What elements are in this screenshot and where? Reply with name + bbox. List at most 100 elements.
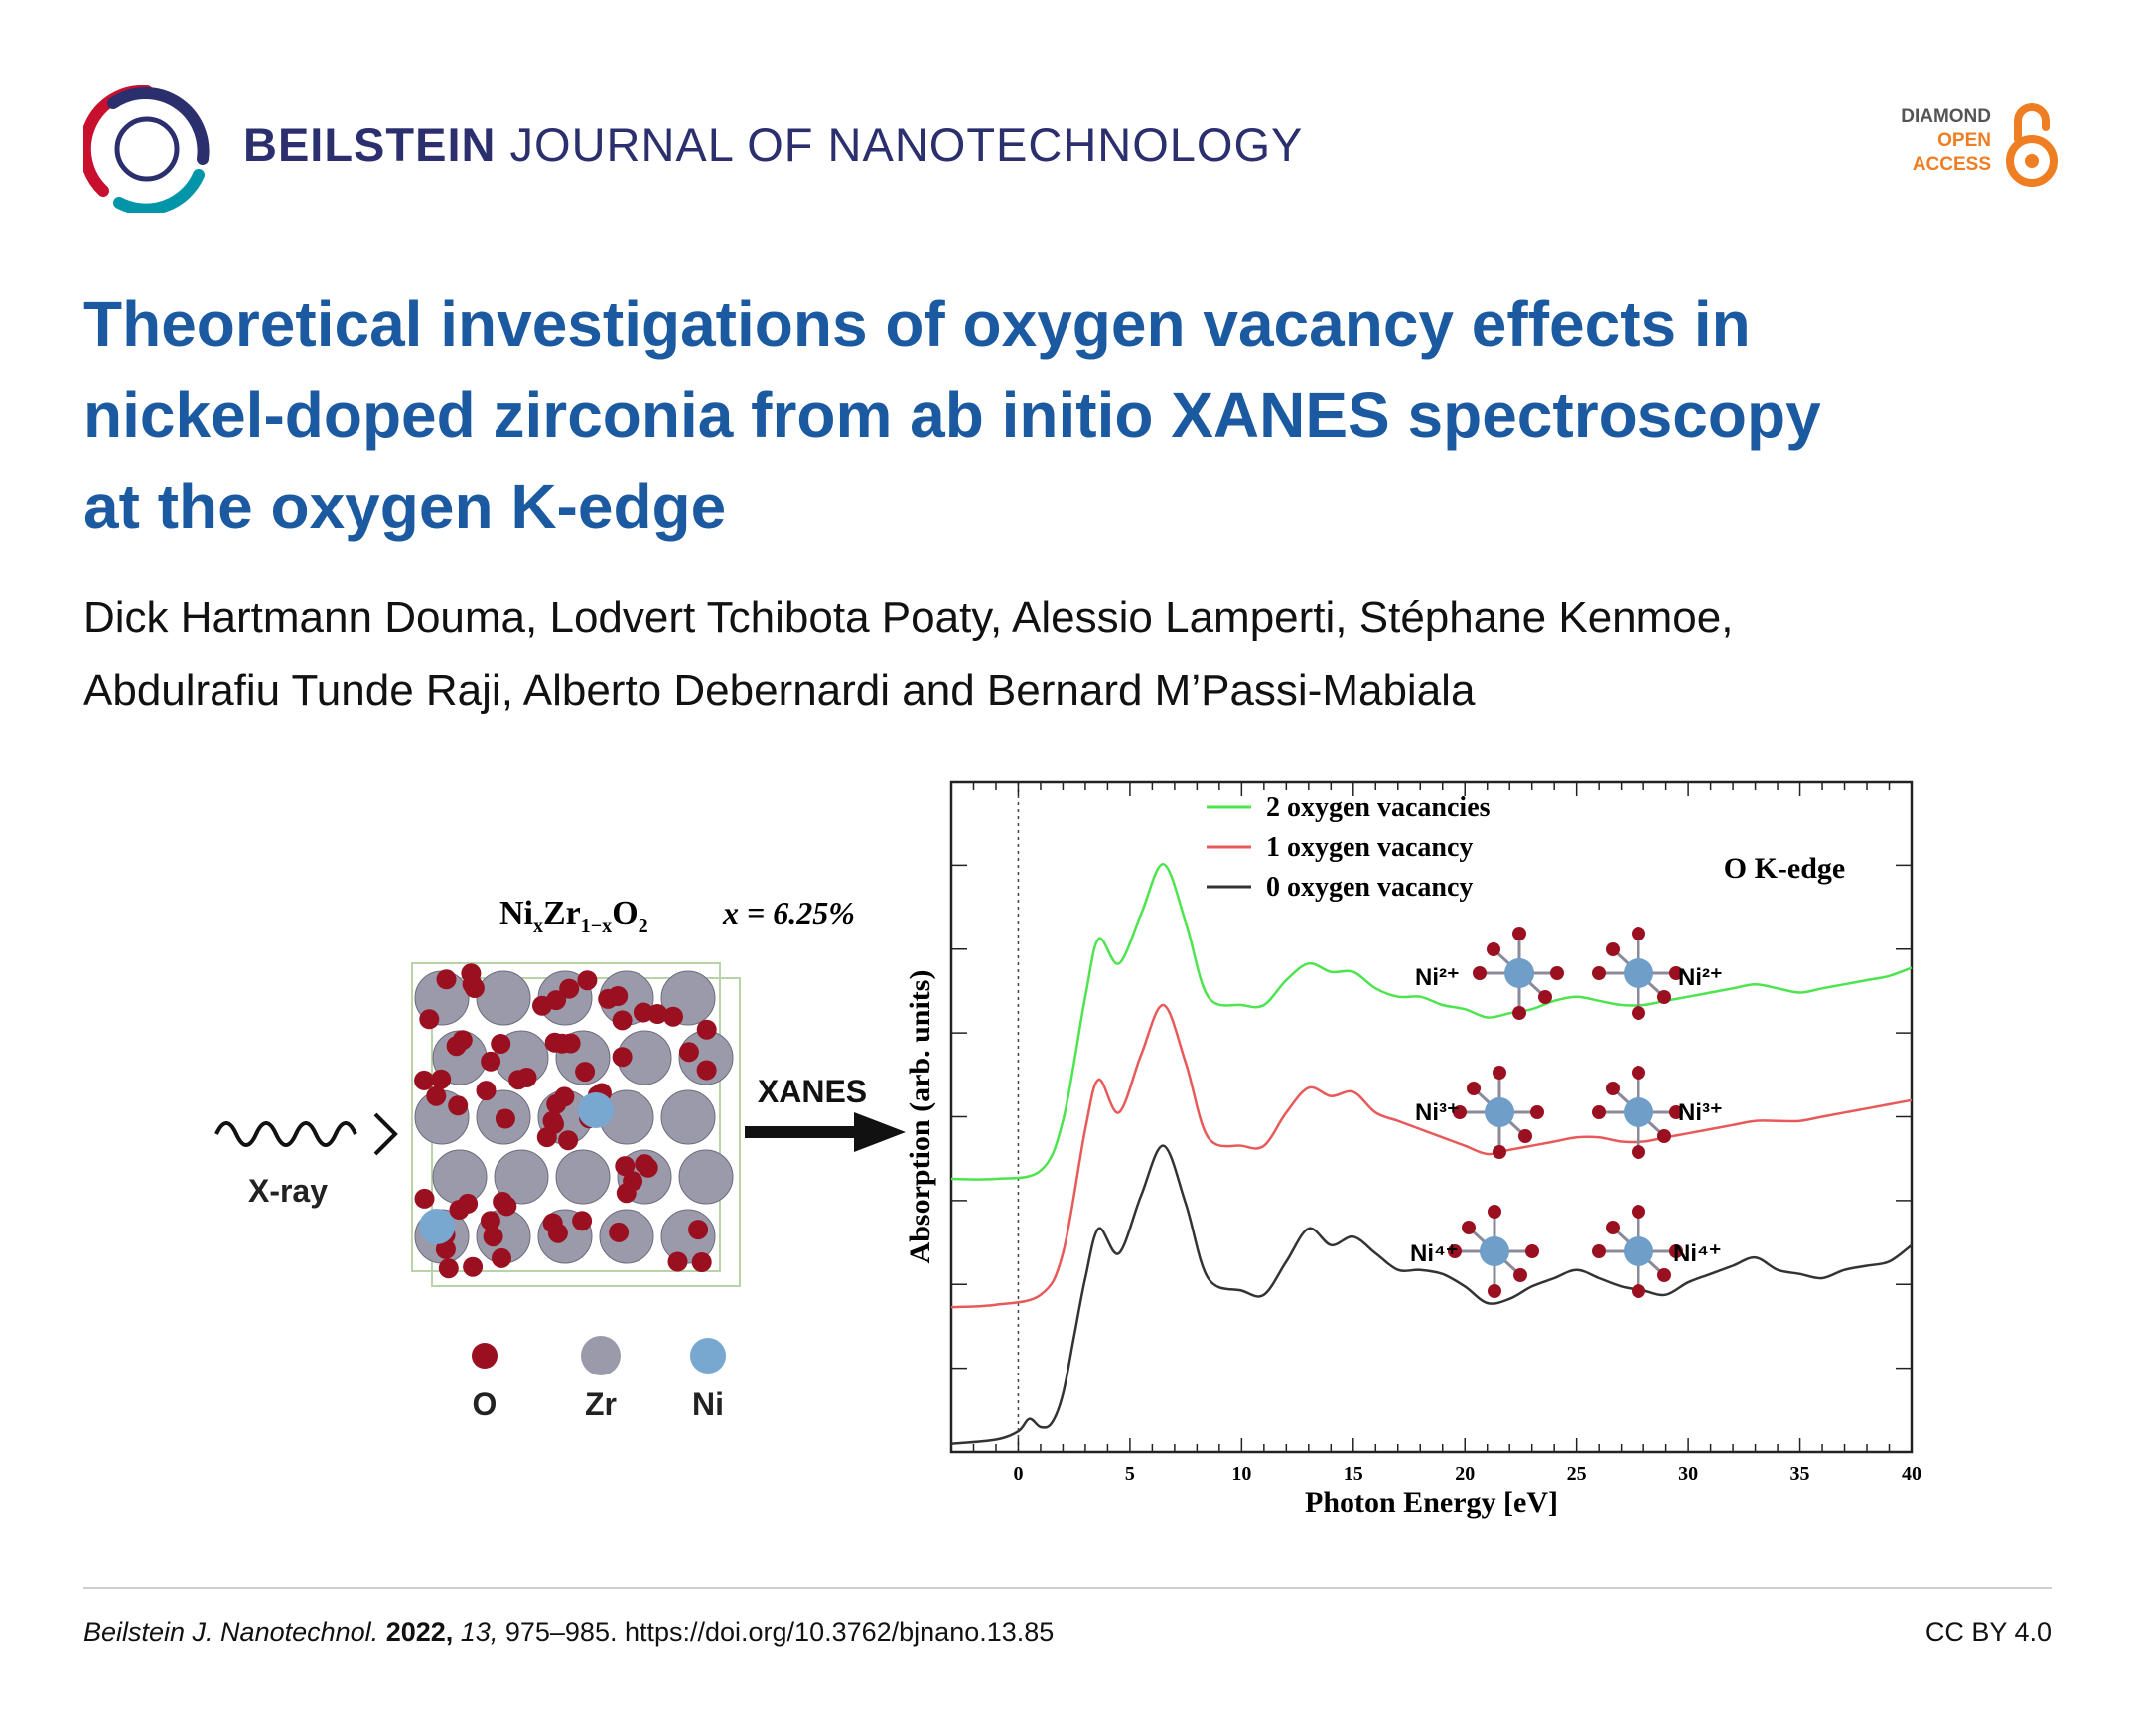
xray-wave [214,1121,357,1147]
o-atom [647,1004,668,1024]
o-atom [476,1081,497,1101]
o-atom [558,1130,579,1151]
o-ligand [1538,990,1552,1004]
journal-name: BEILSTEIN JOURNAL OF NANOTECHNOLOGY [243,117,1303,172]
o-atom [696,1060,717,1081]
o-atom [688,1220,709,1240]
x-tick-label: 35 [1790,1463,1810,1485]
o-atom [536,1127,557,1148]
xray-arrowhead [373,1112,398,1156]
o-atom [615,1156,636,1177]
o-ligand [1606,1221,1620,1234]
o-atom [691,1252,712,1272]
journal-name-bold: BEILSTEIN [243,118,497,171]
ni-cluster [1448,1205,1539,1298]
o-ligand [1512,927,1526,940]
zr-atom [476,970,531,1026]
ni-cluster [1592,1205,1683,1298]
o-atom [635,1154,655,1175]
o-ligand [1473,966,1487,980]
o-ligand [1525,1244,1539,1258]
ni-cluster [1592,927,1683,1020]
o-atom [609,1222,630,1242]
series-line-1 [950,1003,1913,1309]
o-atom [436,969,457,990]
ni-center [1624,958,1653,988]
footer-divider [83,1587,2052,1589]
o-ligand [1657,1268,1671,1282]
graphical-abstract: NixZr1−xO2 x = 6.25% X-ray XANES O Zr Ni 0… [214,780,1922,1519]
o-atom [678,1042,699,1063]
o-ligand [1669,1105,1683,1119]
legend-atom-label: Ni [692,1386,724,1422]
o-ligand [1462,1221,1476,1234]
oa-line-diamond: DIAMOND [1901,106,1991,127]
xray-label: X-ray [248,1173,328,1209]
o-atom [435,1238,456,1259]
o-atom [623,1171,643,1192]
ni-atom [578,1092,614,1128]
x-tick-label: 40 [1902,1463,1922,1485]
o-atom [552,1033,573,1054]
oa-line-access: ACCESS [1912,154,1991,175]
edge-annotation: O K-edge [1724,852,1845,885]
xanes-arrowhead [854,1112,906,1152]
o-atom [532,995,552,1016]
o-ligand [1518,1129,1532,1143]
ni-center [1485,1097,1514,1127]
o-atom [491,1034,511,1054]
xanes-chart: 0 5 10 15 20 25 30 35 40 Photon Energy [eV] Absorp… [904,780,1922,1519]
o-ligand [1632,1145,1645,1159]
o-ligand [1487,942,1500,956]
open-access-badge: DIAMOND OPEN ACCESS [1901,105,1991,177]
beilstein-logo [83,85,210,213]
legend-atom-label: Zr [585,1386,617,1422]
o-atom [495,1108,515,1129]
o-ligand [1632,1006,1645,1020]
legend-entry: 2 oxygen vacancies [1266,793,1491,823]
o-atom [481,1051,501,1072]
o-ligand [1606,942,1620,956]
series-line-0 [950,863,1913,1181]
oa-line-open: OPEN [1937,130,1991,151]
ni-oxidation-label: Ni³⁺ [1415,1099,1460,1126]
o-ligand [1592,1244,1606,1258]
ni-oxidation-label: Ni³⁺ [1678,1099,1723,1126]
o-atom [572,1211,593,1231]
o-ligand [1550,966,1564,980]
o-ligand [1488,1284,1501,1298]
ni-atom [419,1209,455,1244]
o-atom [480,1211,500,1231]
license: CC BY 4.0 [1924,1617,2052,1647]
o-ligand [1493,1145,1506,1159]
legend-atom-ni [690,1338,726,1374]
x-tick-label: 15 [1344,1463,1363,1485]
o-ligand [1606,1082,1620,1095]
o-atom [493,1192,513,1212]
o-atom [547,1223,568,1243]
ni-center [1624,1097,1653,1127]
legend-atom-o [472,1343,498,1369]
citation: Beilstein J. Nanotechnol. 2022, 13, 975–… [83,1617,1054,1648]
o-atom [612,1047,633,1068]
ni-oxidation-label: Ni²⁺ [1678,964,1723,991]
o-atom [542,1110,563,1131]
ni-center [1624,1236,1653,1266]
atom-legend: O Zr Ni [472,1336,726,1422]
o-atom [667,1251,688,1272]
author-list: Dick Hartmann Douma, Lodvert Tchibota Po… [83,581,2069,728]
ni-oxidation-label: Ni⁴⁺ [1673,1240,1722,1267]
x-tick-label: 0 [1013,1463,1023,1485]
zr-atom [555,1149,611,1205]
concentration-label: x = 6.25% [722,895,855,931]
o-atom [508,1070,529,1090]
o-ligand [1669,1244,1683,1258]
o-atom [696,1019,717,1040]
legend-entry: 0 oxygen vacancy [1266,872,1473,903]
ni-cluster [1473,927,1564,1020]
citation-journal: Beilstein J. Nanotechnol. [83,1617,379,1647]
title-line: Theoretical investigations of oxygen vac… [83,288,1751,360]
o-atom [463,1256,484,1277]
legend-atom-label: O [473,1386,498,1422]
o-atom [598,988,619,1009]
